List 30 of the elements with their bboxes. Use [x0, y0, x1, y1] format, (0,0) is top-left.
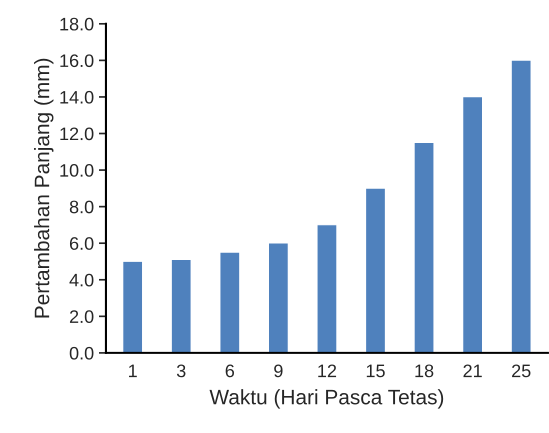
y-tick-label: 16.0	[60, 54, 94, 68]
x-tick-label: 3	[176, 364, 186, 378]
y-tick-label: 8.0	[70, 200, 94, 214]
y-axis-title: Pertambahan Panjang (mm)	[34, 58, 54, 318]
y-tick-label: 14.0	[60, 90, 94, 104]
bar	[365, 188, 386, 353]
bar	[414, 142, 434, 353]
x-tick-label: 18	[415, 364, 434, 378]
bar	[511, 60, 532, 353]
bar	[268, 242, 288, 353]
bar	[122, 261, 143, 353]
y-tick-label: 12.0	[60, 127, 94, 140]
bar	[316, 224, 337, 353]
x-tick-label: 9	[274, 364, 283, 378]
y-tick-label: 0.0	[70, 346, 94, 360]
y-tick-label: 10.0	[60, 164, 94, 177]
y-tick-label: 4.0	[69, 274, 94, 286]
x-tick-label: 1	[129, 364, 137, 378]
x-axis-title: Waktu (Hari Pasca Tetas)	[210, 389, 444, 409]
bar	[220, 252, 240, 353]
y-tick-label: 6.0	[70, 237, 94, 250]
x-tick-label: 15	[366, 364, 385, 378]
x-tick-label: 21	[463, 364, 482, 378]
x-tick-label: 6	[226, 364, 234, 378]
y-tick-label: 2.0	[70, 310, 94, 324]
x-tick-label: 12	[318, 364, 336, 378]
bar	[462, 96, 483, 353]
x-tick-label: 25	[512, 364, 530, 378]
y-tick-label: 18.0	[60, 18, 94, 31]
bar	[171, 259, 192, 353]
